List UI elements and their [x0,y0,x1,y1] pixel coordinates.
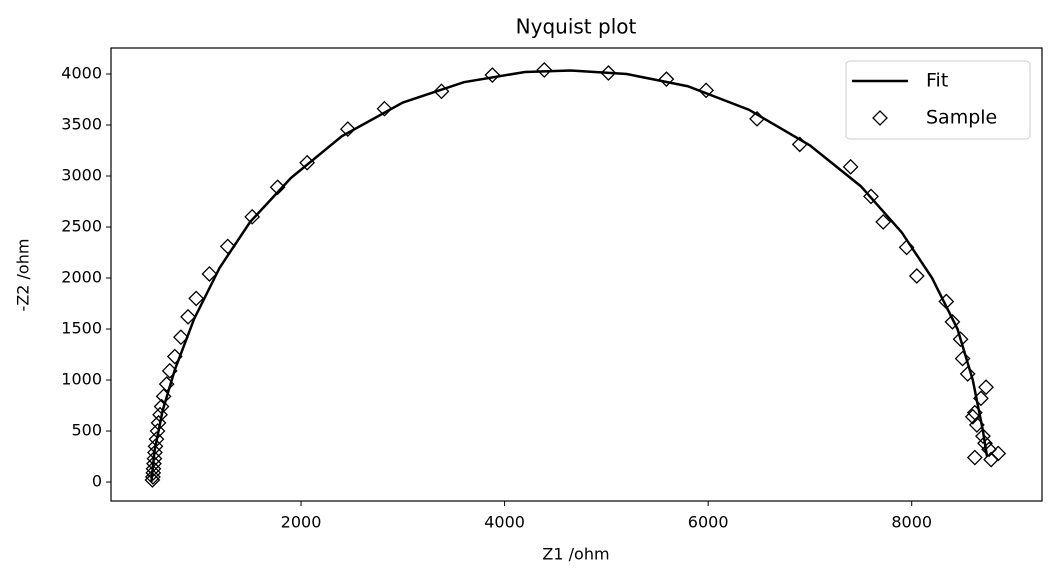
sample-point [147,444,163,461]
sample-point [201,266,218,282]
sample-point [863,188,879,205]
sample-point [219,238,236,255]
y-tick-label: 4000 [61,64,102,83]
sample-point [244,208,261,225]
sample-point [959,365,976,382]
y-tick-label: 2500 [61,217,102,236]
x-axis-label: Z1 /ohm [542,545,609,564]
sample-point [433,83,450,100]
x-tick-label: 8000 [891,513,932,532]
sample-point [954,350,971,367]
sample-point [376,100,393,117]
sample-point [983,451,1000,468]
sample-point [973,390,989,407]
x-tick-label: 4000 [484,513,525,532]
sample-point [977,435,993,452]
sample-point [147,438,164,455]
y-tick-label: 3000 [61,166,102,185]
y-axis-label: -Z2 /ohm [14,239,33,312]
sample-point [153,398,170,415]
sample-point [299,154,316,171]
sample-point [908,268,925,284]
sample-point [269,179,286,196]
y-tick-label: 1000 [61,370,102,389]
y-tick-label: 3500 [61,115,102,134]
sample-point [968,416,985,433]
sample-point [749,110,765,127]
sample-point [149,423,166,439]
sample-point [180,308,196,325]
sample-point [166,348,183,365]
sample-point [875,213,892,230]
sample-point [966,404,983,421]
chart-title: Nyquist plot [516,15,637,39]
sample-point [698,82,715,99]
sample-point [146,450,163,467]
y-tick-label: 1500 [61,319,102,338]
fit-line [150,69,989,483]
x-tick-label: 6000 [688,513,729,532]
x-tick-label: 2000 [281,513,322,532]
legend-marker [872,110,888,126]
sample-point [842,158,859,175]
legend-label: Sample [926,107,997,129]
legend-label: Fit [926,70,948,92]
y-tick-label: 0 [92,472,102,491]
sample-point [791,136,808,153]
sample-point [484,67,501,83]
sample-point [148,431,165,448]
sample-point [155,388,172,405]
sample-point [964,408,981,425]
sample-point [975,428,991,445]
sample-point [158,376,175,393]
sample-point [658,71,675,88]
sample-point [144,472,161,488]
sample-point [944,313,961,330]
sample-point [981,441,997,458]
sample-point [966,449,983,466]
sample-point [600,65,617,81]
sample-point [978,379,994,396]
sample-point [990,445,1007,462]
sample-point [898,239,915,256]
sample-point [339,121,356,138]
y-tick-label: 2000 [61,268,102,287]
y-tick-label: 500 [71,421,102,440]
sample-point [952,331,969,348]
sample-point [150,414,167,431]
sample-point [173,329,189,346]
sample-point [152,406,168,423]
sample-point [938,293,955,310]
sample-point [161,362,178,379]
plot-frame [110,47,1043,502]
sample-point [188,290,205,307]
sample-point [536,62,553,78]
